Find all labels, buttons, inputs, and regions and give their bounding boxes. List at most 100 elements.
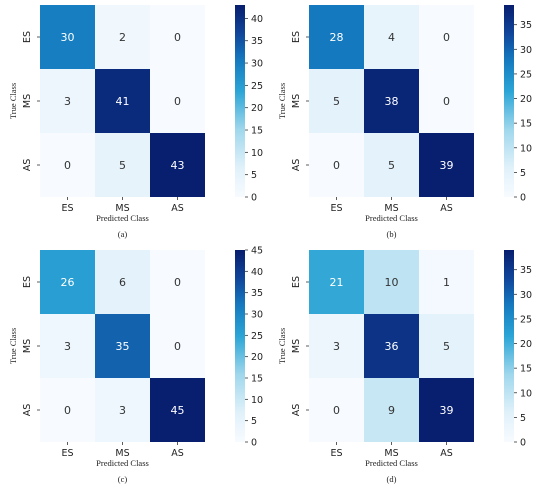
colorbar-tick-label: 40 <box>251 267 263 278</box>
y-tick-label: AS <box>291 159 302 172</box>
colorbar-tick-label: 20 <box>520 339 532 350</box>
colorbar-tick-label: 20 <box>251 103 263 114</box>
heatmap-cell <box>309 250 364 314</box>
cell-value-label: 30 <box>61 31 75 44</box>
y-tick-label: ES <box>22 276 33 288</box>
x-tick-label: ES <box>330 203 342 214</box>
heatmap-cell <box>95 133 150 197</box>
heatmap-cell <box>95 69 150 133</box>
heatmap-cell <box>309 5 364 69</box>
cell-value-label: 3 <box>64 95 71 108</box>
cell-value-label: 10 <box>385 276 399 289</box>
x-axis-label: Predicted Class <box>96 213 149 223</box>
heatmap-cell <box>150 314 205 378</box>
heatmap-cell <box>40 5 95 69</box>
panel-caption: (c) <box>118 474 128 484</box>
heatmap-cell <box>419 250 474 314</box>
cell-value-label: 26 <box>61 276 75 289</box>
panel-caption: (b) <box>387 229 397 239</box>
heatmap-cell <box>419 5 474 69</box>
y-tick-label: AS <box>291 404 302 417</box>
colorbar-tick-label: 15 <box>520 119 532 130</box>
cell-value-label: 2 <box>119 31 126 44</box>
x-axis-label: Predicted Class <box>365 213 418 223</box>
x-tick-label: MS <box>384 448 398 459</box>
x-tick-label: ES <box>61 203 73 214</box>
heatmap-cell <box>364 314 419 378</box>
cell-value-label: 5 <box>388 159 395 172</box>
cell-value-label: 0 <box>174 340 181 353</box>
heatmap-cell <box>364 378 419 442</box>
y-tick-label: ES <box>291 31 302 43</box>
colorbar-tick-label: 10 <box>251 148 263 159</box>
heatmap-cell <box>95 5 150 69</box>
x-tick-label: AS <box>440 203 453 214</box>
cell-value-label: 5 <box>333 95 340 108</box>
x-tick-label: MS <box>384 203 398 214</box>
colorbar-tick-label: 0 <box>520 193 526 204</box>
heatmap-cell <box>40 133 95 197</box>
colorbar-tick-label: 35 <box>251 288 263 299</box>
cell-value-label: 3 <box>64 340 71 353</box>
y-tick-label: MS <box>291 339 302 353</box>
cell-value-label: 0 <box>174 276 181 289</box>
colorbar-tick-label: 25 <box>520 69 532 80</box>
colorbar-tick-label: 5 <box>520 413 526 424</box>
colorbar-tick-label: 25 <box>520 314 532 325</box>
colorbar-tick-label: 25 <box>251 81 263 92</box>
heatmap-cell <box>419 314 474 378</box>
colorbar-tick-label: 10 <box>251 395 263 406</box>
colorbar-tick-label: 15 <box>251 374 263 385</box>
colorbar-tick-label: 20 <box>520 94 532 105</box>
colorbar-tick-label: 20 <box>251 352 263 363</box>
heatmap-cell <box>150 69 205 133</box>
cell-value-label: 21 <box>330 276 344 289</box>
cell-value-label: 4 <box>388 31 395 44</box>
x-tick-label: MS <box>115 448 129 459</box>
y-tick-label: ES <box>291 276 302 288</box>
cell-value-label: 9 <box>388 404 395 417</box>
colorbar-tick-label: 35 <box>520 265 532 276</box>
heatmap-cell <box>40 250 95 314</box>
heatmap-cell <box>150 5 205 69</box>
colorbar-tick-label: 15 <box>520 364 532 375</box>
y-tick-label: ES <box>22 31 33 43</box>
cell-value-label: 39 <box>440 159 454 172</box>
heatmap-cell <box>150 133 205 197</box>
colorbar-tick-label: 30 <box>520 45 532 56</box>
heatmap-cell <box>419 378 474 442</box>
colorbar-tick-label: 30 <box>520 290 532 301</box>
colorbar-tick-label: 40 <box>251 14 263 25</box>
cell-value-label: 0 <box>333 404 340 417</box>
heatmap-cell <box>364 5 419 69</box>
y-tick-label: MS <box>291 94 302 108</box>
heatmap-cell <box>309 133 364 197</box>
heatmap-cell <box>95 378 150 442</box>
cell-value-label: 43 <box>171 159 185 172</box>
colorbar-tick-label: 5 <box>251 416 257 427</box>
heatmap-cell <box>419 133 474 197</box>
cell-value-label: 0 <box>443 95 450 108</box>
colorbar-tick-label: 5 <box>520 168 526 179</box>
y-tick-label: AS <box>22 159 33 172</box>
cell-value-label: 5 <box>443 340 450 353</box>
colorbar-tick-label: 45 <box>251 246 263 257</box>
cell-value-label: 5 <box>119 159 126 172</box>
heatmap-cell <box>309 69 364 133</box>
x-tick-label: MS <box>115 203 129 214</box>
cell-value-label: 28 <box>330 31 344 44</box>
y-axis-label: True Class <box>8 328 18 364</box>
cell-value-label: 45 <box>171 404 185 417</box>
panel-caption: (d) <box>387 474 397 484</box>
cell-value-label: 0 <box>443 31 450 44</box>
cell-value-label: 0 <box>174 95 181 108</box>
colorbar-tick-label: 35 <box>520 20 532 31</box>
colorbar-tick-label: 10 <box>520 388 532 399</box>
y-axis-label: True Class <box>277 83 287 119</box>
confusion-matrix-panel: 21 10 1 3 36 5 0 9 39 ES MS AS ES MS AS Predicted Class… <box>277 250 532 484</box>
cell-value-label: 35 <box>116 340 130 353</box>
heatmap-cell <box>40 378 95 442</box>
colorbar-tick-label: 30 <box>251 59 263 70</box>
y-axis-label: True Class <box>8 83 18 119</box>
